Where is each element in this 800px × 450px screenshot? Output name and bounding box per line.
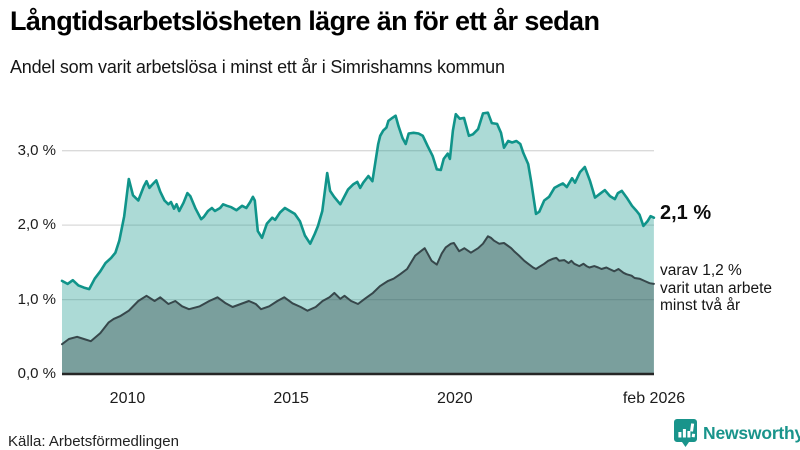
y-tick-label: 2,0 % (17, 216, 56, 234)
newsworthy-pin-icon (674, 419, 697, 447)
series-total-line (60, 111, 656, 291)
y-tick-label: 3,0 % (17, 141, 56, 159)
series-subset-line (61, 235, 655, 346)
series-subset-annotation-line: varav 1,2 % (660, 262, 742, 279)
series-subset-annotation: varav 1,2 % varit utan arbete minst två … (660, 262, 772, 315)
chart-title: Långtidsarbetslösheten lägre än för ett … (10, 6, 600, 36)
x-tick-label: 2015 (273, 390, 309, 407)
y-tick-label: 1,0 % (17, 290, 56, 308)
y-tick-label: 0,0 % (17, 365, 56, 382)
chart-subtitle: Andel som varit arbetslösa i minst ett å… (10, 57, 505, 77)
series-total-end-value-label: 2,1 % (660, 202, 712, 224)
newsworthy-wordmark: Newsworthy (703, 422, 800, 443)
source-note: Källa: Arbetsförmedlingen (8, 433, 179, 450)
x-tick-label: feb 2026 (622, 390, 686, 407)
x-tick-label: 2010 (109, 390, 146, 407)
series-subset-annotation-line: minst två år (660, 297, 741, 314)
newsworthy-logo: Newsworthy (674, 419, 800, 447)
x-tick-label: 2020 (437, 390, 473, 407)
series-total-area (62, 112, 654, 374)
series-subset-annotation-line: varit utan arbete (660, 279, 773, 297)
series-subset-area (62, 236, 654, 374)
